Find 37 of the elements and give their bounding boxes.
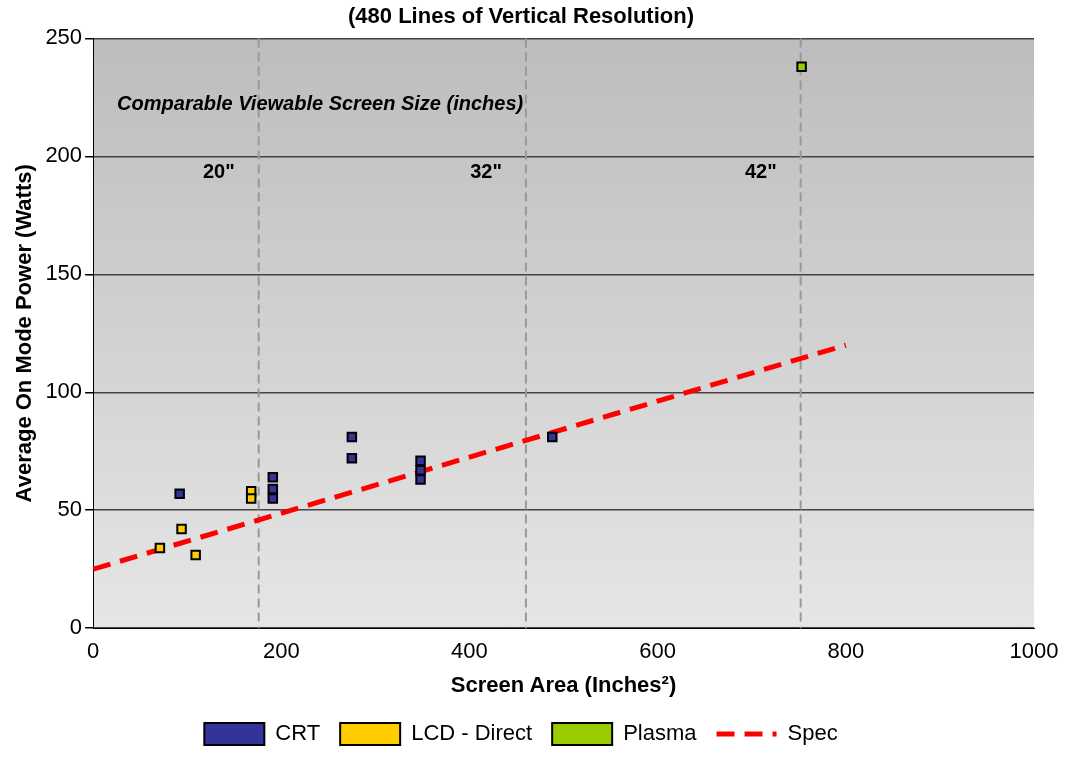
point [190,549,201,561]
x-axis-title: Screen Area (Inches²) [450,671,677,697]
y-axis-title: Average On Mode Power (Watts) [11,164,37,503]
annotation: Comparable Viewable Screen Size (inches) [117,91,524,114]
point [415,474,426,485]
x-tick-label: 800 [827,638,865,664]
y-tick-label: 200 [45,142,83,168]
x-tick-label: 400 [451,638,488,664]
legend-label: CRT [275,720,321,746]
x-tick-label: 1000 [1009,638,1059,664]
point [267,471,279,483]
point [346,453,358,464]
point [174,488,185,499]
point [346,431,358,443]
legend-label: Plasma [623,720,698,746]
point [176,523,187,535]
x-tick-label: 200 [262,638,300,664]
point [267,493,279,504]
point [547,431,558,443]
point [154,542,166,554]
y-tick-label: 0 [69,614,83,640]
y-tick-label: 150 [45,260,83,286]
annotation: 42" [744,160,777,183]
annotation: 20" [202,160,235,183]
point [415,455,426,466]
annotation: 32" [470,160,502,183]
legend-label: LCD - Direct [411,720,533,746]
y-tick-label: 50 [57,496,83,522]
point [415,464,426,476]
y-tick-label: 100 [45,378,83,404]
x-tick-label: 0 [86,638,100,664]
legend-label: Spec [787,720,838,746]
point [245,493,257,504]
y-tick-label: 250 [45,24,83,50]
chart-title: (480 Lines of Vertical Resolution) [348,3,694,29]
point [796,61,807,72]
x-tick-label: 600 [639,638,676,664]
